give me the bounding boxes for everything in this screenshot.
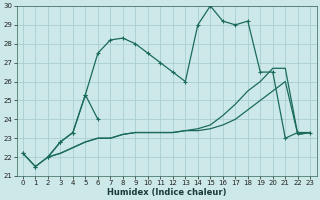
X-axis label: Humidex (Indice chaleur): Humidex (Indice chaleur) [107,188,226,197]
